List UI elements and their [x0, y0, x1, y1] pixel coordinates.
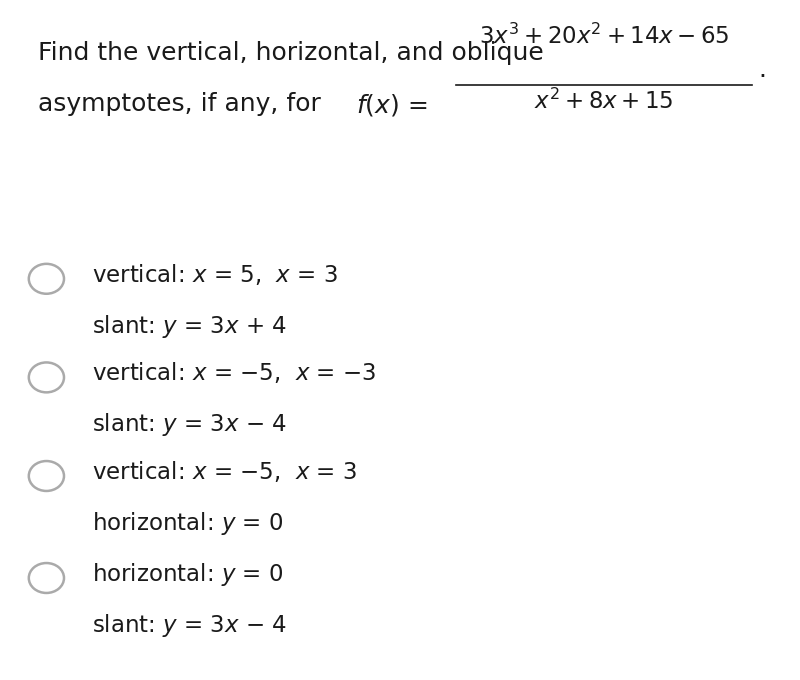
Text: asymptotes, if any, for: asymptotes, if any, for [38, 92, 329, 116]
Text: slant: $y$ = 3$x$ + 4: slant: $y$ = 3$x$ + 4 [92, 313, 287, 340]
Text: $3x^3 + 20x^2 + 14x - 65$: $3x^3 + 20x^2 + 14x - 65$ [478, 24, 730, 49]
Text: .: . [758, 58, 766, 82]
Text: Find the vertical, horizontal, and oblique: Find the vertical, horizontal, and obliq… [38, 41, 543, 65]
Text: horizontal: $y$ = 0: horizontal: $y$ = 0 [92, 561, 283, 588]
Text: slant: $y$ = 3$x$ − 4: slant: $y$ = 3$x$ − 4 [92, 411, 287, 439]
Text: slant: $y$ = 3$x$ − 4: slant: $y$ = 3$x$ − 4 [92, 612, 287, 639]
Text: $f$($x$) =: $f$($x$) = [356, 92, 427, 118]
Text: vertical: $x$ = −5,  $x$ = −3: vertical: $x$ = −5, $x$ = −3 [92, 360, 376, 386]
Text: horizontal: $y$ = 0: horizontal: $y$ = 0 [92, 510, 283, 537]
Text: vertical: $x$ = 5,  $x$ = 3: vertical: $x$ = 5, $x$ = 3 [92, 262, 338, 287]
Text: $x^2 + 8x + 15$: $x^2 + 8x + 15$ [534, 88, 674, 114]
Text: vertical: $x$ = −5,  $x$ = 3: vertical: $x$ = −5, $x$ = 3 [92, 459, 357, 484]
